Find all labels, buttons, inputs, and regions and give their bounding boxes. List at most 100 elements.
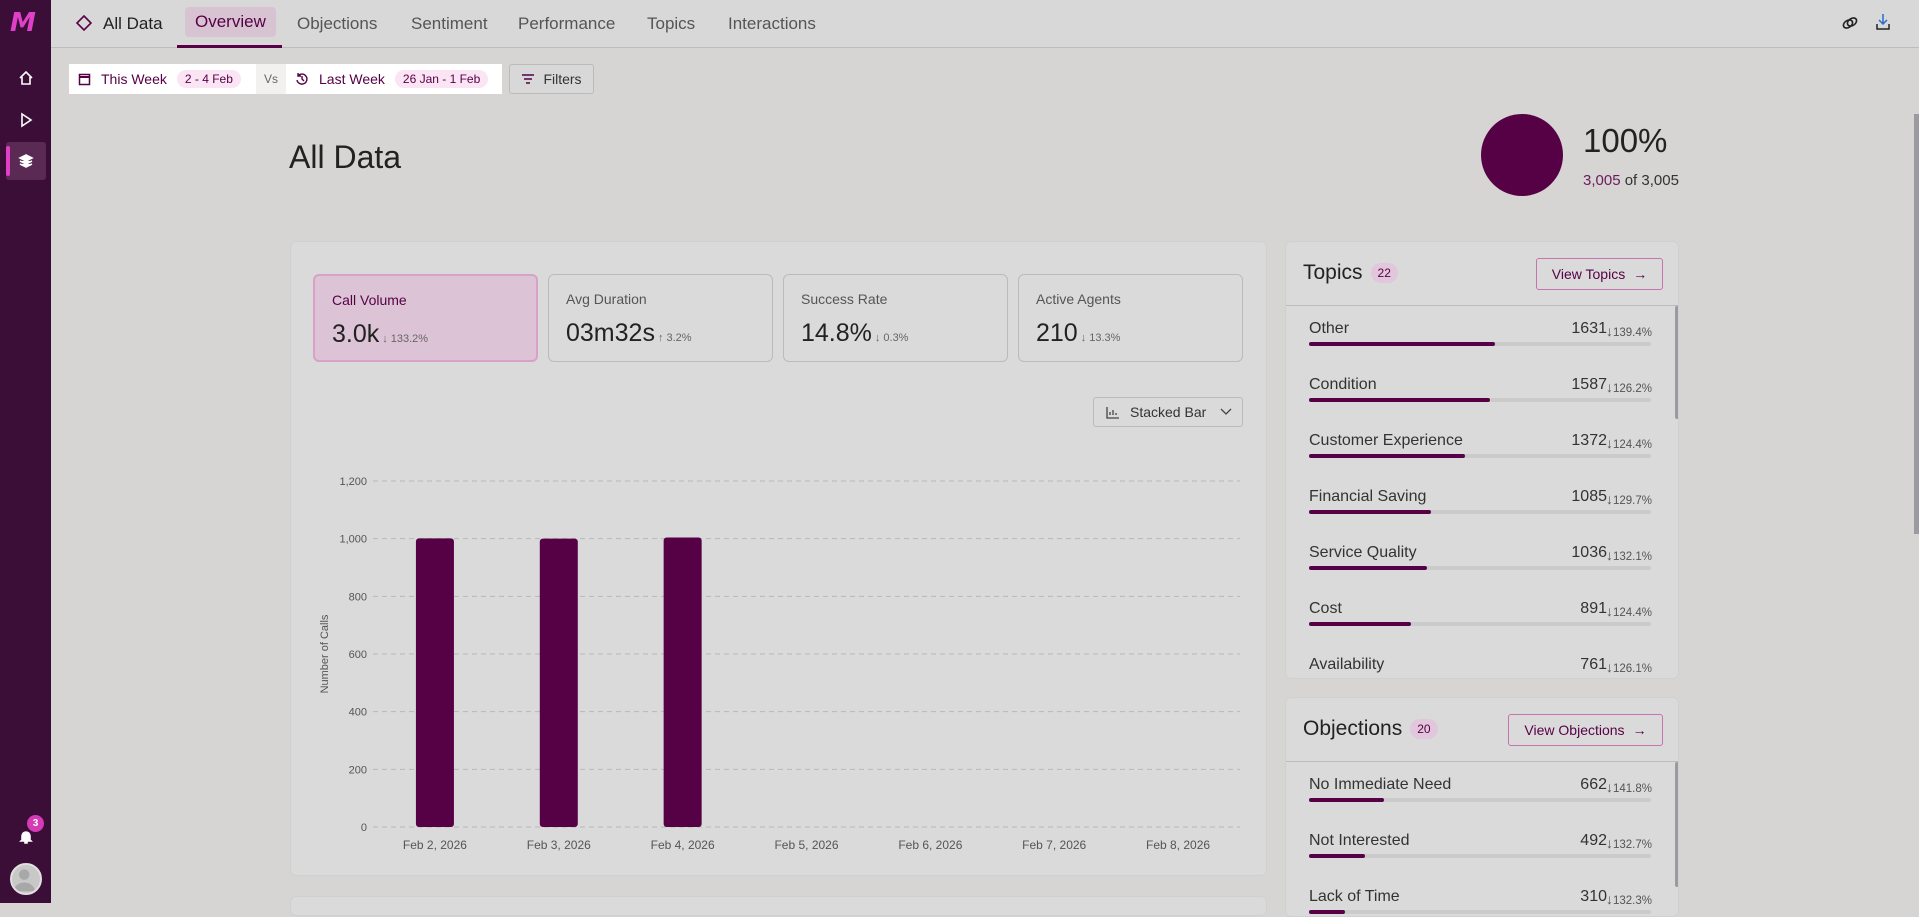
kpi-card[interactable]: Active Agents 210 ↓ 13.3% xyxy=(1018,274,1243,362)
bar[interactable] xyxy=(663,537,702,827)
item-progress-fill xyxy=(1309,622,1411,626)
item-count: 1036 xyxy=(1571,544,1607,561)
topics-list-item[interactable]: Other 1631 ↓139.4% xyxy=(1309,320,1652,386)
item-progress-fill xyxy=(1309,510,1432,514)
objections-list-item[interactable]: Not Interested 492 ↓132.7% xyxy=(1309,832,1652,898)
layers-icon[interactable] xyxy=(13,148,39,174)
kpi-value: 3.0k xyxy=(332,320,380,348)
tab-objections[interactable]: Objections xyxy=(297,14,378,33)
bell-icon[interactable] xyxy=(13,824,39,850)
item-change: 126.2% xyxy=(1612,383,1652,395)
last-week-label: Last Week xyxy=(319,71,385,87)
tab-sentiment[interactable]: Sentiment xyxy=(411,14,488,33)
item-count: 761 xyxy=(1580,656,1607,673)
y-axis-label: Number of Calls xyxy=(319,614,331,693)
kpi-card[interactable]: Success Rate 14.8% ↓ 0.3% xyxy=(783,274,1008,362)
topics-scrollbar[interactable] xyxy=(1675,306,1678,419)
item-count: 1372 xyxy=(1571,432,1607,449)
objections-heading: Objections xyxy=(1303,717,1403,740)
kpi-card[interactable]: Avg Duration 03m32s ↑ 3.2% xyxy=(548,274,773,362)
chart-type-select[interactable]: Stacked Bar xyxy=(1093,397,1243,427)
arrow-down-icon: ↓ xyxy=(1605,835,1613,851)
item-progress-fill xyxy=(1309,398,1490,402)
download-icon[interactable] xyxy=(1873,12,1893,37)
active-nav-indicator xyxy=(6,146,10,176)
item-count: 310 xyxy=(1580,888,1607,905)
coverage-percent: 100% xyxy=(1583,122,1668,159)
kpi-change: 13.3% xyxy=(1089,332,1121,344)
history-icon xyxy=(296,73,308,85)
bar[interactable] xyxy=(415,538,454,827)
active-tab-underline xyxy=(177,45,282,48)
arrow-down-icon: ↓ xyxy=(1605,491,1613,507)
item-change: 141.8% xyxy=(1612,783,1652,795)
brand-logo[interactable]: M xyxy=(10,8,36,38)
view-topics-label: View Topics xyxy=(1551,266,1626,282)
play-icon[interactable] xyxy=(13,107,39,133)
notification-badge: 3 xyxy=(27,815,44,832)
item-progress-track xyxy=(1309,510,1651,514)
tab-overview[interactable]: Overview xyxy=(185,7,276,37)
x-tick-label: Feb 6, 2026 xyxy=(898,838,962,852)
x-tick-label: Feb 7, 2026 xyxy=(1022,838,1086,852)
coverage-count: 3,005 xyxy=(1583,172,1621,189)
home-icon[interactable] xyxy=(13,65,39,91)
topics-list-item[interactable]: Financial Saving 1085 ↓129.7% xyxy=(1309,488,1652,554)
dataset-label[interactable]: All Data xyxy=(103,14,163,33)
y-tick-label: 400 xyxy=(349,707,367,719)
y-tick-label: 800 xyxy=(349,591,367,603)
call-volume-chart: 0 200 400 600 800 1,000 1,200 Feb 2, 2026 Feb 3,… xyxy=(319,476,1240,852)
item-change: 139.4% xyxy=(1612,327,1652,339)
this-week-picker[interactable]: This Week 2 - 4 Feb xyxy=(69,64,256,94)
arrow-down-icon: ↓ xyxy=(1605,435,1613,451)
item-name: Cost xyxy=(1309,600,1342,617)
tab-performance[interactable]: Performance xyxy=(518,14,616,33)
kpi-change: 0.3% xyxy=(883,332,909,344)
x-tick-label: Feb 8, 2026 xyxy=(1146,838,1210,852)
item-progress-track xyxy=(1309,622,1651,626)
vs-label: Vs xyxy=(256,64,286,94)
view-objections-button[interactable]: View Objections → xyxy=(1508,714,1663,746)
topics-list-item[interactable]: Service Quality 1036 ↓132.1% xyxy=(1309,544,1652,610)
item-progress-fill xyxy=(1309,798,1384,802)
kpi-label: Call Volume xyxy=(332,292,407,308)
item-name: Availability xyxy=(1309,656,1385,673)
tab-topics[interactable]: Topics xyxy=(647,14,696,33)
objections-list-item[interactable]: No Immediate Need 662 ↓141.8% xyxy=(1309,776,1652,842)
link-icon[interactable] xyxy=(1840,13,1860,38)
item-progress-track xyxy=(1309,854,1651,858)
view-topics-button[interactable]: View Topics → xyxy=(1536,258,1663,290)
page-scrollbar[interactable] xyxy=(1914,114,1919,534)
kpi-value: 03m32s xyxy=(566,319,655,347)
x-tick-label: Feb 5, 2026 xyxy=(774,838,838,852)
avatar[interactable] xyxy=(10,863,42,895)
kpi-label: Success Rate xyxy=(801,291,888,307)
bar[interactable] xyxy=(539,538,578,827)
arrow-down-icon: ↓ xyxy=(1605,547,1613,563)
tab-interactions[interactable]: Interactions xyxy=(728,14,816,33)
filters-button[interactable]: Filters xyxy=(509,64,594,94)
kpi-label: Active Agents xyxy=(1036,291,1121,307)
topics-list-item[interactable]: Condition 1587 ↓126.2% xyxy=(1309,376,1652,442)
chevron-down-icon xyxy=(1220,408,1232,415)
topics-list-item[interactable]: Customer Experience 1372 ↓124.4% xyxy=(1309,432,1652,498)
kpi-change: 3.2% xyxy=(666,332,692,344)
topics-list-item[interactable]: Availability 761 ↓126.1% xyxy=(1309,656,1652,678)
item-name: Customer Experience xyxy=(1309,432,1463,449)
last-week-picker[interactable]: Last Week 26 Jan - 1 Feb xyxy=(286,64,502,94)
kpi-value: 14.8% xyxy=(801,319,872,347)
item-progress-track xyxy=(1309,398,1651,402)
topics-card: Topics 22 View Topics → Other 1631 ↓139.4%… xyxy=(1285,241,1679,679)
objections-list-item[interactable]: Lack of Time 310 ↓132.3% xyxy=(1309,888,1652,916)
item-progress-track xyxy=(1309,798,1651,802)
kpi-card[interactable]: Call Volume 3.0k ↓ 133.2% xyxy=(313,274,538,362)
this-week-label: This Week xyxy=(101,71,167,87)
last-week-range: 26 Jan - 1 Feb xyxy=(394,70,489,88)
top-nav: All Data Overview Objections Sentiment P… xyxy=(51,0,1919,48)
objections-count-badge: 20 xyxy=(1410,719,1438,740)
coverage-total: of 3,005 xyxy=(1624,172,1679,189)
filter-icon xyxy=(522,74,535,84)
topics-list-item[interactable]: Cost 891 ↓124.4% xyxy=(1309,600,1652,666)
objections-scrollbar[interactable] xyxy=(1675,762,1678,887)
arrow-down-icon: ↓ xyxy=(1605,603,1613,619)
